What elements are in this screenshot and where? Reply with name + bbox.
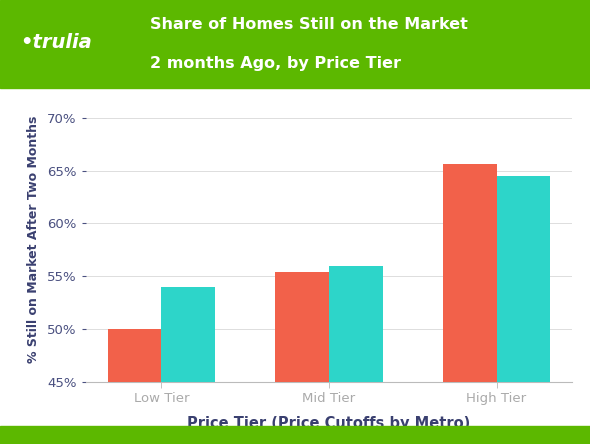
Text: Share of Homes Still on the Market: Share of Homes Still on the Market — [150, 17, 468, 32]
Bar — [443, 164, 497, 444]
X-axis label: Price Tier (Price Cutoffs by Metro): Price Tier (Price Cutoffs by Metro) — [187, 416, 471, 431]
Y-axis label: % Still on Market After Two Months: % Still on Market After Two Months — [27, 115, 40, 363]
Bar — [497, 176, 550, 444]
Bar — [107, 329, 161, 444]
Bar — [161, 287, 215, 444]
Legend: 2015, 2014: 2015, 2014 — [432, 41, 566, 64]
Text: 2 months Ago, by Price Tier: 2 months Ago, by Price Tier — [150, 56, 401, 71]
Bar — [329, 266, 382, 444]
Text: •trulia: •trulia — [21, 33, 93, 52]
Bar — [276, 272, 329, 444]
